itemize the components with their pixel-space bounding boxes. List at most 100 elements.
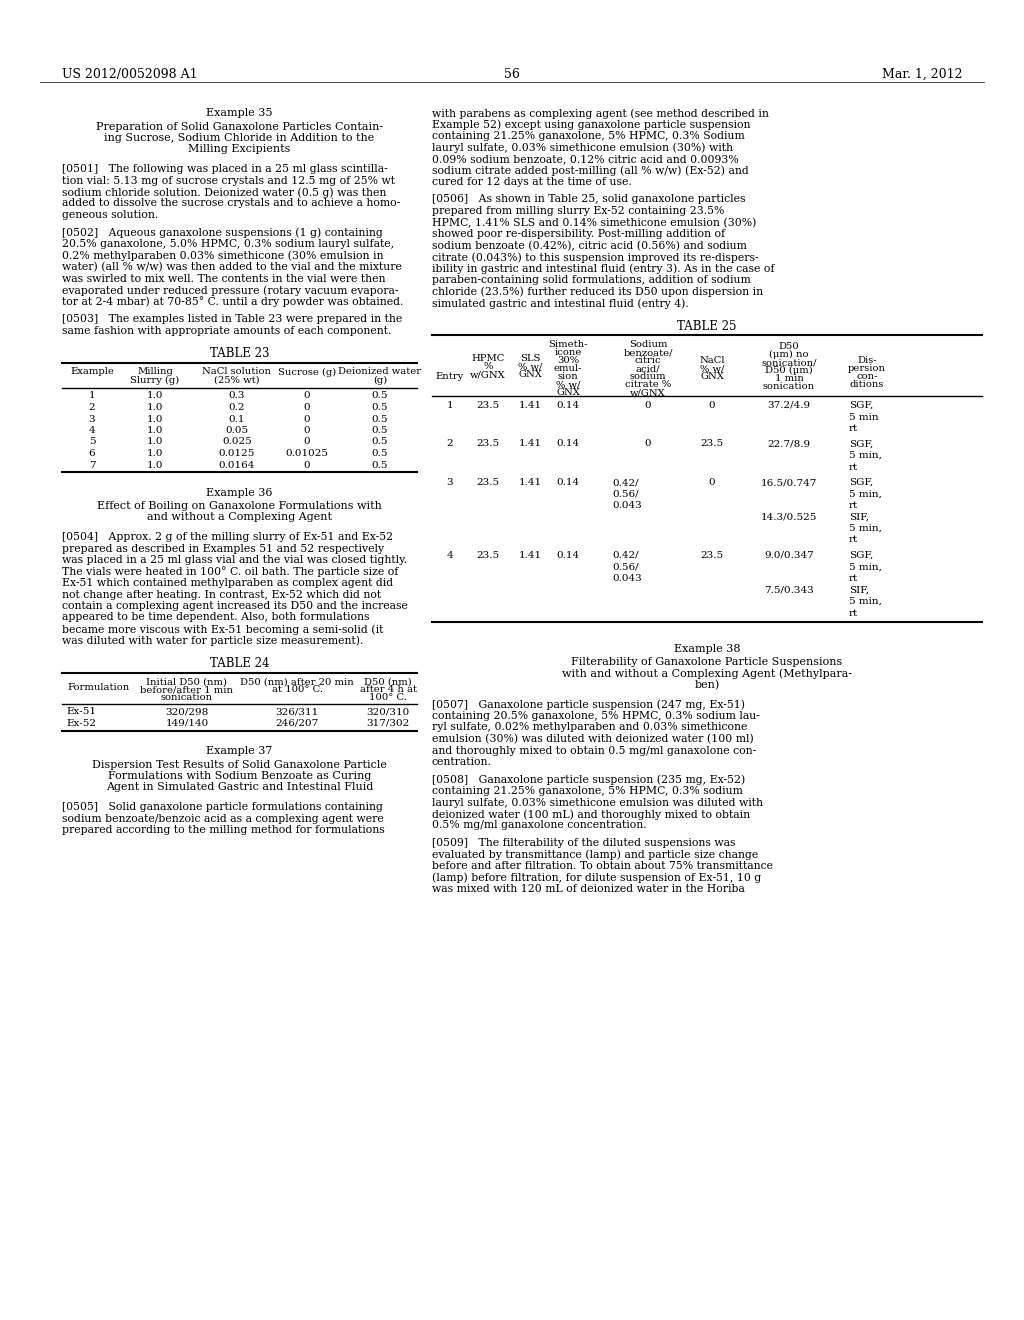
Text: lauryl sulfate, 0.03% simethicone emulsion was diluted with: lauryl sulfate, 0.03% simethicone emulsi…: [432, 797, 763, 808]
Text: 0.56/: 0.56/: [612, 490, 639, 499]
Text: Ex-52: Ex-52: [66, 719, 96, 729]
Text: 0.09% sodium benzoate, 0.12% citric acid and 0.0093%: 0.09% sodium benzoate, 0.12% citric acid…: [432, 154, 738, 164]
Text: containing 20.5% ganaxolone, 5% HPMC, 0.3% sodium lau-: containing 20.5% ganaxolone, 5% HPMC, 0.…: [432, 711, 760, 721]
Text: before/after 1 min: before/after 1 min: [140, 685, 233, 694]
Text: Example 36: Example 36: [206, 487, 272, 498]
Text: prepared according to the milling method for formulations: prepared according to the milling method…: [62, 825, 385, 836]
Text: TABLE 24: TABLE 24: [210, 657, 269, 671]
Text: Milling: Milling: [137, 367, 173, 376]
Text: 0.3: 0.3: [228, 392, 246, 400]
Text: ben): ben): [694, 680, 720, 690]
Text: rt: rt: [849, 462, 858, 471]
Text: ibility in gastric and intestinal fluid (entry 3). As in the case of: ibility in gastric and intestinal fluid …: [432, 264, 774, 275]
Text: [0505]   Solid ganaxolone particle formulations containing: [0505] Solid ganaxolone particle formula…: [62, 803, 383, 812]
Text: 0: 0: [709, 478, 716, 487]
Text: 3: 3: [89, 414, 95, 424]
Text: 5 min,: 5 min,: [849, 562, 882, 572]
Text: 0.5: 0.5: [372, 392, 388, 400]
Text: [0501]   The following was placed in a 25 ml glass scintilla-: [0501] The following was placed in a 25 …: [62, 164, 388, 174]
Text: Dispersion Test Results of Solid Ganaxolone Particle: Dispersion Test Results of Solid Ganaxol…: [92, 759, 387, 770]
Text: % w/: % w/: [699, 364, 724, 374]
Text: after 4 h at: after 4 h at: [359, 685, 417, 694]
Text: con-: con-: [856, 372, 878, 381]
Text: 2: 2: [89, 403, 95, 412]
Text: 0.5: 0.5: [372, 403, 388, 412]
Text: 0.5% mg/ml ganaxolone concentration.: 0.5% mg/ml ganaxolone concentration.: [432, 821, 646, 830]
Text: SGF,: SGF,: [849, 478, 873, 487]
Text: Example 38: Example 38: [674, 644, 740, 653]
Text: 1.0: 1.0: [146, 437, 163, 446]
Text: became more viscous with Ex-51 becoming a semi-solid (it: became more viscous with Ex-51 becoming …: [62, 624, 383, 635]
Text: 0: 0: [645, 401, 651, 411]
Text: 5 min,: 5 min,: [849, 490, 882, 499]
Text: 246/207: 246/207: [275, 719, 318, 729]
Text: GNX: GNX: [556, 388, 580, 397]
Text: 317/302: 317/302: [367, 719, 410, 729]
Text: ryl sulfate, 0.02% methylparaben and 0.03% simethicone: ryl sulfate, 0.02% methylparaben and 0.0…: [432, 722, 748, 733]
Text: prepared as described in Examples 51 and 52 respectively: prepared as described in Examples 51 and…: [62, 544, 384, 553]
Text: same fashion with appropriate amounts of each component.: same fashion with appropriate amounts of…: [62, 326, 391, 335]
Text: containing 21.25% ganaxolone, 5% HPMC, 0.3% Sodium: containing 21.25% ganaxolone, 5% HPMC, 0…: [432, 131, 744, 141]
Text: w/GNX: w/GNX: [630, 388, 666, 397]
Text: GNX: GNX: [700, 372, 724, 381]
Text: 7: 7: [89, 461, 95, 470]
Text: 0: 0: [304, 414, 310, 424]
Text: [0507]   Ganaxolone particle suspension (247 mg, Ex-51): [0507] Ganaxolone particle suspension (2…: [432, 700, 745, 710]
Text: geneous solution.: geneous solution.: [62, 210, 159, 220]
Text: lauryl sulfate, 0.03% simethicone emulsion (30%) with: lauryl sulfate, 0.03% simethicone emulsi…: [432, 143, 733, 153]
Text: containing 21.25% ganaxolone, 5% HPMC, 0.3% sodium: containing 21.25% ganaxolone, 5% HPMC, 0…: [432, 785, 742, 796]
Text: Preparation of Solid Ganaxolone Particles Contain-: Preparation of Solid Ganaxolone Particle…: [96, 121, 383, 132]
Text: 1.0: 1.0: [146, 392, 163, 400]
Text: acid/: acid/: [636, 364, 660, 374]
Text: was diluted with water for particle size measurement).: was diluted with water for particle size…: [62, 635, 364, 645]
Text: Formulation: Formulation: [68, 684, 130, 693]
Text: 149/140: 149/140: [165, 719, 209, 729]
Text: cured for 12 days at the time of use.: cured for 12 days at the time of use.: [432, 177, 632, 187]
Text: 0.01025: 0.01025: [286, 449, 329, 458]
Text: 5 min,: 5 min,: [849, 524, 882, 533]
Text: Initial D50 (nm): Initial D50 (nm): [146, 677, 227, 686]
Text: 9.0/0.347: 9.0/0.347: [764, 550, 814, 560]
Text: deionized water (100 mL) and thoroughly mixed to obtain: deionized water (100 mL) and thoroughly …: [432, 809, 751, 820]
Text: The vials were heated in 100° C. oil bath. The particle size of: The vials were heated in 100° C. oil bat…: [62, 566, 398, 577]
Text: Ex-51: Ex-51: [66, 708, 96, 717]
Text: Milling Excipients: Milling Excipients: [188, 144, 291, 154]
Text: HPMC: HPMC: [471, 354, 505, 363]
Text: 0.5: 0.5: [372, 461, 388, 470]
Text: and without a Complexing Agent: and without a Complexing Agent: [147, 512, 332, 523]
Text: 0.14: 0.14: [556, 478, 580, 487]
Text: Deionized water: Deionized water: [339, 367, 422, 376]
Text: 0.043: 0.043: [612, 502, 642, 510]
Text: HPMC, 1.41% SLS and 0.14% simethicone emulsion (30%): HPMC, 1.41% SLS and 0.14% simethicone em…: [432, 218, 757, 228]
Text: 20.5% ganaxolone, 5.0% HPMC, 0.3% sodium lauryl sulfate,: 20.5% ganaxolone, 5.0% HPMC, 0.3% sodium…: [62, 239, 394, 249]
Text: 0.0164: 0.0164: [219, 461, 255, 470]
Text: citrate (0.043%) to this suspension improved its re-dispers-: citrate (0.043%) to this suspension impr…: [432, 252, 759, 263]
Text: D50 (μm): D50 (μm): [765, 366, 813, 375]
Text: [0508]   Ganaxolone particle suspension (235 mg, Ex-52): [0508] Ganaxolone particle suspension (2…: [432, 775, 745, 785]
Text: sodium benzoate/benzoic acid as a complexing agent were: sodium benzoate/benzoic acid as a comple…: [62, 813, 384, 824]
Text: [0506]   As shown in Table 25, solid ganaxolone particles: [0506] As shown in Table 25, solid ganax…: [432, 194, 745, 205]
Text: benzoate/: benzoate/: [624, 348, 673, 356]
Text: sodium benzoate (0.42%), citric acid (0.56%) and sodium: sodium benzoate (0.42%), citric acid (0.…: [432, 240, 746, 251]
Text: (g): (g): [373, 375, 387, 384]
Text: SGF,: SGF,: [849, 550, 873, 560]
Text: 0.14: 0.14: [556, 550, 580, 560]
Text: was placed in a 25 ml glass vial and the vial was closed tightly.: was placed in a 25 ml glass vial and the…: [62, 554, 408, 565]
Text: 1.0: 1.0: [146, 414, 163, 424]
Text: rt: rt: [849, 609, 858, 618]
Text: 23.5: 23.5: [476, 478, 500, 487]
Text: citrate %: citrate %: [625, 380, 671, 389]
Text: 22.7/8.9: 22.7/8.9: [767, 440, 811, 449]
Text: at 100° C.: at 100° C.: [271, 685, 323, 694]
Text: Dis-: Dis-: [857, 356, 877, 366]
Text: (μm) no: (μm) no: [769, 350, 809, 359]
Text: was mixed with 120 mL of deionized water in the Horiba: was mixed with 120 mL of deionized water…: [432, 884, 744, 894]
Text: sonication: sonication: [161, 693, 213, 702]
Text: 0.1: 0.1: [228, 414, 246, 424]
Text: 0: 0: [304, 461, 310, 470]
Text: 1.41: 1.41: [518, 550, 542, 560]
Text: 0.05: 0.05: [225, 426, 249, 436]
Text: 5 min,: 5 min,: [849, 451, 882, 459]
Text: Example 52) except using ganaxolone particle suspension: Example 52) except using ganaxolone part…: [432, 120, 751, 131]
Text: was swirled to mix well. The contents in the vial were then: was swirled to mix well. The contents in…: [62, 273, 385, 284]
